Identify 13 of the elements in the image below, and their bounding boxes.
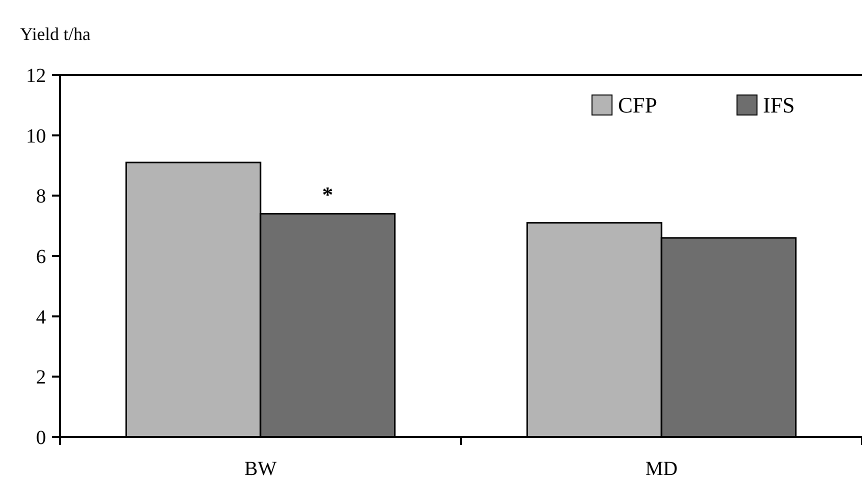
x-tick-label: MD bbox=[645, 458, 678, 480]
y-tick-label: 12 bbox=[26, 65, 46, 87]
y-tick-label: 0 bbox=[36, 427, 46, 449]
y-axis-title: Yield t/ha bbox=[20, 24, 90, 44]
y-tick-label: 4 bbox=[36, 306, 46, 328]
legend-label: IFS bbox=[763, 92, 795, 118]
y-tick-label: 8 bbox=[36, 186, 46, 208]
x-tick-label: BW bbox=[244, 458, 277, 480]
y-tick-label: 2 bbox=[36, 366, 46, 389]
annotation: * bbox=[322, 182, 334, 207]
y-tick-label: 6 bbox=[36, 246, 46, 268]
legend-label: CFP bbox=[618, 92, 658, 118]
y-tick-label: 10 bbox=[26, 125, 46, 148]
